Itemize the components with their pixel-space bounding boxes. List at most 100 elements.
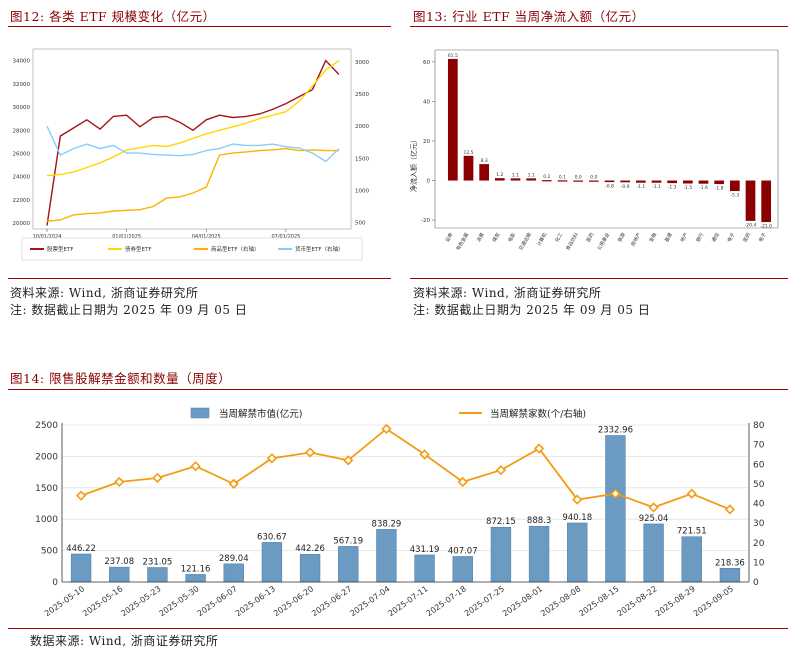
- fig14-bar-label: 872.15: [486, 517, 516, 527]
- fig13-bar-label: 1.2: [496, 172, 503, 178]
- fig13-bar: [541, 180, 552, 182]
- fig13-bar: [698, 180, 709, 184]
- fig14-yright-tick: 0: [753, 578, 759, 588]
- fig13-category-label: 房地产: [629, 231, 642, 247]
- fig13-bar: [745, 180, 756, 221]
- fig13-bar-label: -21.0: [760, 224, 772, 230]
- fig13-bar-label: 12.5: [463, 150, 473, 156]
- fig14-bar: [338, 546, 359, 583]
- fig14-legend-line-label: 当周解禁家数(个/右轴): [490, 408, 586, 420]
- fig13-bar-label: 8.3: [481, 158, 488, 164]
- fig12-xtick-label: 04/01/2025: [192, 234, 221, 240]
- fig14-bar-label: 940.18: [562, 513, 592, 523]
- fig14-count-marker: [114, 476, 125, 488]
- fig14-bar: [376, 529, 397, 583]
- fig14-count-marker: [495, 465, 507, 476]
- fig13-category-label: 医药: [585, 231, 596, 243]
- fig14-yleft-tick: 2500: [35, 421, 58, 431]
- fig14-bar-label: 231.05: [143, 557, 173, 567]
- fig12-title: 图12: 各类 ETF 规模变化（亿元）: [10, 9, 216, 24]
- fig14-bar-label: 237.08: [104, 557, 134, 567]
- fig14-chart: 446.22 237.08 231.05 121.16 289.04 630.67 442.…: [35, 407, 765, 618]
- fig12-xtick-label: 01/01/2025: [112, 234, 141, 240]
- fig13-category-label: 医药: [741, 231, 752, 243]
- fig14-bar: [605, 435, 626, 583]
- fig13-bar-label: 1.1: [512, 172, 519, 178]
- fig13-bar: [651, 180, 662, 183]
- fig12-yright-tick: 2000: [355, 124, 369, 130]
- fig14-count-marker: [266, 453, 278, 464]
- fig14-yright-tick: 10: [753, 558, 765, 568]
- fig14-title: 图14: 限售股解禁金额和数量（周度）: [10, 371, 232, 386]
- fig12-title-rule: [8, 26, 391, 27]
- fig14-category-label: 2025-08-01: [501, 584, 544, 618]
- fig12-x-axis: 10/01/2024 01/01/2025 04/01/2025 07/01/2025: [33, 229, 300, 240]
- fig14-category-label: 2025-06-07: [196, 584, 239, 618]
- fig13-bar: [667, 180, 678, 184]
- fig12-legend-label: 债券型ETF: [125, 245, 152, 253]
- fig13-bar: [573, 180, 584, 182]
- fig13-categories: 证券 有色金属 消费 煤炭 电影 交通运输 计算机 化工 食品饮料 医药 公用事业 旅游 房地产 金融 基建…: [444, 231, 768, 251]
- fig13-bar-label: 0.2: [543, 174, 550, 180]
- fig14-count-marker: [610, 488, 621, 499]
- fig14-count-marker: [533, 443, 545, 454]
- fig13-category-label: 煤炭: [491, 231, 502, 243]
- fig13-category-label: 食品饮料: [564, 231, 580, 251]
- fig13-category-label: 计算机: [535, 231, 548, 247]
- fig13-category-label: 通信: [710, 231, 721, 243]
- fig12-source: 资料来源: Wind, 浙商证券研究所: [10, 286, 199, 300]
- fig12-bottom-rule: [8, 278, 391, 279]
- fig14-count-marker: [572, 494, 583, 505]
- fig14-count-marker: [190, 461, 201, 472]
- fig12-yright-tick: 3000: [355, 60, 369, 66]
- fig13-bar-label: -0.8: [605, 184, 614, 190]
- fig14-bar-label: 721.51: [677, 527, 707, 537]
- fig13-category-label: 银行: [694, 231, 705, 243]
- fig14-yleft-tick: 2000: [35, 452, 58, 462]
- fig13-ytick-label: 20: [423, 139, 430, 145]
- fig13-bottom-rule: [410, 278, 788, 279]
- fig12-legend: 股票型ETF 债券型ETF 商品型ETF（右轴） 货币型ETF（右轴）: [21, 237, 363, 261]
- fig14-count-marker: [152, 472, 163, 484]
- fig14-count-marker: [419, 449, 430, 460]
- fig13-category-label: 消费: [475, 231, 486, 243]
- fig14-bar: [681, 536, 702, 583]
- fig14-category-label: 2025-06-20: [272, 584, 315, 618]
- fig14-bar: [643, 523, 664, 583]
- fig13-bar-label: -0.9: [621, 184, 630, 190]
- fig14-count-marker: [457, 476, 468, 488]
- fig14-bars: 446.22 237.08 231.05 121.16 289.04 630.67 442.…: [66, 425, 745, 583]
- fig14-yleft-tick: 0: [52, 578, 58, 588]
- fig13-category-label: 化工: [553, 231, 564, 243]
- fig14-bar: [70, 553, 92, 583]
- fig13-bar: [761, 180, 772, 223]
- fig13-ylabel: 净流入额（亿元）: [410, 136, 418, 192]
- fig13-bar-label: -1.5: [683, 185, 692, 191]
- fig14-count-marker: [648, 502, 659, 513]
- fig13-bar: [479, 164, 490, 181]
- fig12-yright-tick: 1000: [355, 188, 369, 194]
- fig14-legend-bar-label: 当周解禁市值(亿元): [219, 408, 302, 420]
- fig14-legend: 当周解禁市值(亿元) 当周解禁家数(个/右轴): [190, 407, 586, 420]
- fig14-bar-label: 289.04: [219, 554, 249, 564]
- fig12-yright-tick: 500: [355, 221, 366, 227]
- fig14-bar-label: 838.29: [372, 519, 402, 529]
- fig14-bar-label: 431.19: [410, 545, 440, 555]
- fig13-bar: [604, 180, 615, 183]
- fig12-yleft-tick: 30000: [13, 105, 31, 111]
- fig14-bar: [185, 574, 206, 583]
- fig14-yright-tick: 70: [753, 441, 765, 451]
- fig14-count-marker: [686, 488, 697, 499]
- fig12-note: 注: 数据截止日期为 2025 年 09 月 05 日: [10, 303, 248, 317]
- fig12-left-axis: 20000 22000 24000 26000 28000 30000 32000 34000: [13, 59, 31, 228]
- fig13-bar: [682, 180, 693, 184]
- fig14-bar: [452, 556, 473, 583]
- fig14-bar: [147, 567, 168, 583]
- fig13-bar-label: 61.5: [448, 53, 458, 59]
- fig14-category-label: 2025-05-10: [43, 584, 86, 618]
- fig13-bar-label: -1.3: [668, 185, 677, 191]
- fig12-yleft-tick: 26000: [13, 152, 31, 158]
- fig14-line: [75, 423, 736, 515]
- fig13-category-label: 电影: [506, 231, 517, 243]
- fig13-category-label: 旅游: [616, 231, 627, 243]
